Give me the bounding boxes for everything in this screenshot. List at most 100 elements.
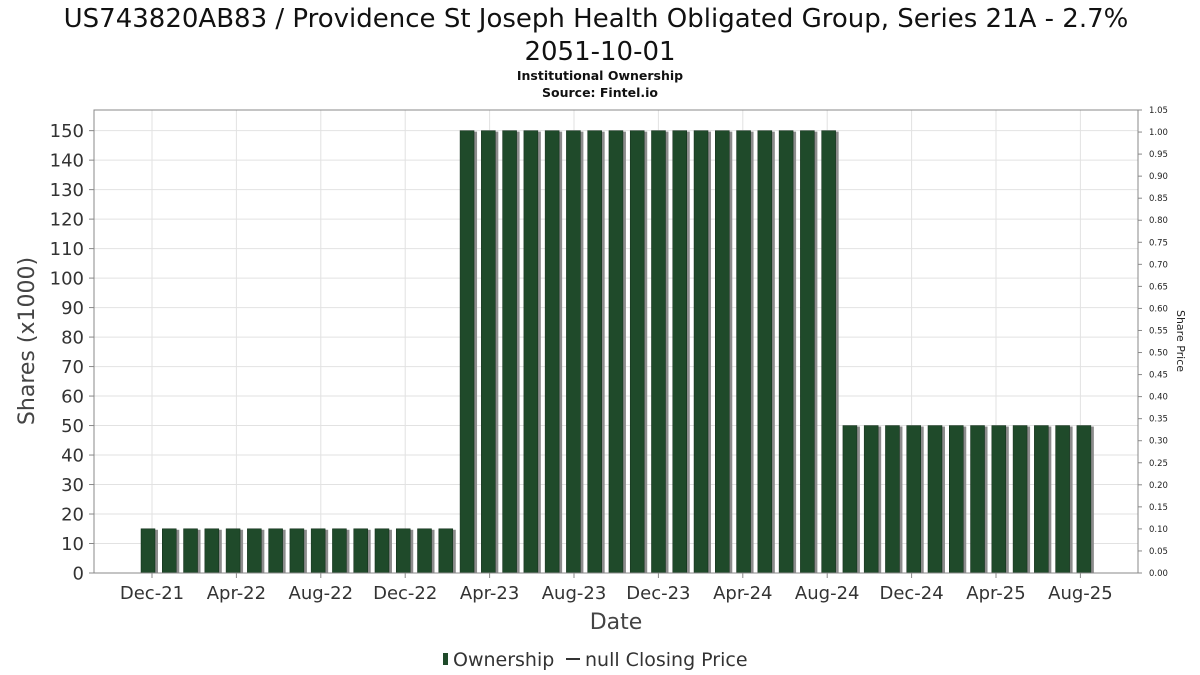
y-tick-label: 140 (50, 151, 84, 172)
chart-subtitle-line-1: Institutional Ownership (517, 68, 683, 83)
y-tick-label: 40 (61, 446, 84, 467)
ownership-bar (970, 425, 985, 574)
x-tick-label: Dec-23 (626, 583, 690, 604)
y2-tick-label: 1.00 (1149, 128, 1168, 138)
ownership-bar (1034, 425, 1049, 574)
ownership-bar (715, 130, 730, 574)
x-tick-label: Aug-23 (542, 583, 607, 604)
ownership-bar (162, 528, 177, 574)
y2-tick-label: 0.65 (1149, 282, 1168, 292)
y2-axis-title: Share Price (1174, 310, 1187, 372)
y2-tick-label: 0.75 (1149, 238, 1168, 248)
ownership-bar (821, 130, 836, 574)
ownership-bar (778, 130, 794, 574)
ownership-bar (1012, 425, 1028, 574)
y2-tick-label: 0.25 (1149, 459, 1168, 469)
ownership-bar (1055, 425, 1070, 574)
ownership-bar (949, 425, 964, 574)
y2-axis-ticks: 0.00 0.05 0.10 0.15 0.20 0.25 0.30 0.35 0.40 0.45… (1138, 106, 1168, 579)
y-tick-label: 130 (50, 180, 84, 201)
chart-legend: Ownership null Closing Price (443, 649, 748, 671)
ownership-bar (863, 425, 879, 574)
y-axis-title: Shares (x1000) (15, 257, 40, 425)
ownership-bar (757, 130, 773, 574)
y-tick-label: 90 (61, 298, 84, 319)
y-axis-ticks: 0 10 20 30 40 50 60 70 80 90 100 110 120 130 140 150 (50, 121, 94, 585)
x-tick-label: Apr-24 (713, 583, 772, 604)
ownership-bar (438, 528, 454, 574)
y2-tick-label: 0.35 (1149, 415, 1168, 425)
y2-tick-label: 0.20 (1149, 481, 1168, 491)
x-tick-label: Apr-25 (966, 583, 1025, 604)
y2-tick-label: 0.00 (1149, 569, 1168, 579)
ownership-bar (268, 528, 283, 574)
y2-tick-label: 0.80 (1149, 216, 1168, 226)
ownership-bar (991, 425, 1007, 574)
y-tick-label: 120 (50, 210, 84, 231)
chart-subtitle-line-2: Source: Fintel.io (542, 85, 658, 100)
y-tick-label: 20 (61, 505, 84, 526)
y-tick-label: 110 (50, 239, 84, 260)
ownership-bar (140, 528, 156, 574)
x-tick-label: Aug-22 (289, 583, 354, 604)
ownership-bar (608, 130, 624, 574)
y2-tick-label: 0.50 (1149, 349, 1168, 359)
y2-tick-label: 1.05 (1149, 106, 1168, 116)
ownership-bar (736, 130, 751, 574)
ownership-bar (544, 130, 560, 574)
ownership-bar (225, 528, 241, 574)
y2-tick-label: 0.10 (1149, 525, 1168, 535)
y2-tick-label: 0.70 (1149, 260, 1168, 270)
x-tick-label: Aug-24 (795, 583, 860, 604)
ownership-bar (502, 130, 517, 574)
y2-tick-label: 0.45 (1149, 371, 1168, 381)
y2-tick-label: 0.40 (1149, 393, 1168, 403)
ownership-bar (693, 130, 709, 574)
ownership-bar (183, 528, 198, 574)
y2-tick-label: 0.05 (1149, 547, 1168, 557)
ownership-bar (353, 528, 368, 574)
y-tick-label: 50 (61, 416, 84, 437)
x-tick-label: Dec-22 (373, 583, 437, 604)
y2-tick-label: 0.85 (1149, 194, 1168, 204)
legend-price-label: null Closing Price (585, 649, 748, 671)
y2-tick-label: 0.95 (1149, 150, 1168, 160)
ownership-bar (289, 528, 305, 574)
ownership-bar (374, 528, 390, 574)
ownership-bar (842, 425, 858, 574)
ownership-bar (247, 528, 262, 574)
y-tick-label: 70 (61, 357, 84, 378)
x-tick-label: Dec-21 (120, 583, 184, 604)
legend-ownership-swatch (443, 653, 448, 665)
ownership-bar (885, 425, 900, 574)
y-tick-label: 0 (73, 564, 84, 585)
ownership-bar (310, 528, 326, 574)
y2-tick-label: 0.30 (1149, 437, 1168, 447)
x-tick-label: Apr-22 (207, 583, 266, 604)
chart-title-line-1: US743820AB83 / Providence St Joseph Heal… (64, 4, 1129, 34)
ownership-bar (523, 130, 539, 574)
y-tick-label: 10 (61, 534, 84, 555)
ownership-bar (587, 130, 602, 574)
ownership-bar (672, 130, 687, 574)
x-axis-title: Date (590, 610, 643, 635)
x-tick-label: Aug-25 (1048, 583, 1113, 604)
x-tick-label: Dec-24 (879, 583, 943, 604)
chart-title-line-2: 2051-10-01 (524, 37, 675, 67)
ownership-bar (566, 130, 581, 574)
y-tick-label: 100 (50, 269, 84, 290)
ownership-bar (395, 528, 411, 574)
ownership-bar (459, 130, 475, 574)
ownership-bar (800, 130, 815, 574)
y2-tick-label: 0.55 (1149, 326, 1168, 336)
y2-tick-label: 0.60 (1149, 304, 1168, 314)
plot-frame (93, 109, 1139, 574)
y-tick-label: 80 (61, 328, 84, 349)
y2-tick-label: 0.15 (1149, 503, 1168, 513)
x-tick-label: Apr-23 (460, 583, 519, 604)
y-tick-label: 30 (61, 475, 84, 496)
y2-tick-label: 0.90 (1149, 172, 1168, 182)
ownership-bar (927, 425, 943, 574)
ownership-bar (651, 130, 666, 574)
